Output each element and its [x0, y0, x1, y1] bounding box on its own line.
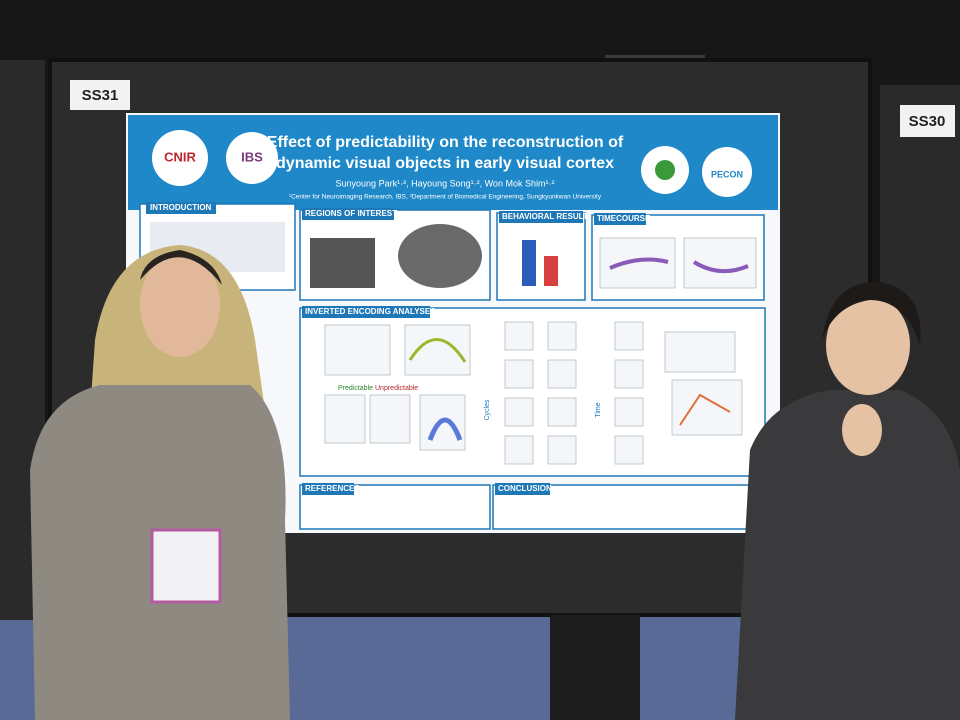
mini-plot: [504, 397, 534, 427]
face: [140, 253, 220, 357]
mini-plot: [504, 359, 534, 389]
section-heading: INVERTED ENCODING ANALYSES: [305, 307, 436, 316]
name-badge: [150, 528, 222, 604]
section-heading: CONCLUSION: [498, 484, 552, 493]
section-heading-bg: [302, 483, 354, 495]
sign-left: [70, 80, 130, 110]
section-heading: TIMECOURSE: [597, 214, 651, 223]
section-heading-bg: [499, 211, 583, 223]
section-heading: BEHAVIORAL RESULT: [502, 212, 588, 221]
mini-plot: [547, 321, 577, 351]
mini-plot: [547, 359, 577, 389]
plot-illustration: [599, 237, 676, 289]
mini-plot: [504, 435, 534, 465]
curve-illustration: [679, 393, 731, 426]
hair-top: [140, 250, 222, 285]
mini-plot: [614, 397, 644, 427]
mini-plot: [614, 321, 644, 351]
sign-left-text: SS31: [82, 87, 119, 104]
plot-illustration: [404, 324, 471, 376]
face: [826, 295, 910, 395]
section-box: [496, 212, 586, 301]
panel-label: Predictable: [338, 385, 373, 392]
logo-cnir: [152, 130, 208, 186]
logo-text: CNIR: [164, 149, 196, 164]
logo-ibs: [226, 132, 278, 184]
panel-label: Cycles: [484, 399, 491, 421]
coat: [735, 390, 960, 720]
person-right: [735, 281, 960, 720]
curve-illustration: [427, 417, 463, 441]
mini-plot: [547, 435, 577, 465]
sign-right: [900, 105, 955, 137]
curve-illustration: [408, 338, 467, 363]
plot-illustration: [369, 394, 411, 444]
plot-illustration: [324, 394, 366, 444]
section-heading-bg: [302, 208, 394, 220]
mini-plot: [614, 435, 644, 465]
section-heading: REFERENCES: [305, 484, 360, 493]
person-left: [30, 245, 290, 720]
brain-image: [398, 224, 482, 288]
passerby-legs: [550, 615, 640, 720]
logo-text: PECON: [711, 169, 743, 179]
panel-label: Time: [595, 402, 602, 417]
poster-title: dynamic visual objects in early visual c…: [276, 155, 614, 172]
mini-plot: [504, 321, 534, 351]
hair: [822, 281, 921, 345]
plot-illustration: [324, 324, 391, 376]
logo-skku-mark: [655, 160, 675, 180]
hand: [842, 404, 882, 456]
mini-plot: [547, 397, 577, 427]
section-heading: REGIONS OF INTEREST: [305, 209, 397, 218]
small-multiples: [504, 321, 644, 465]
poster-title: Effect of predictability on the reconstr…: [267, 134, 624, 151]
poster-authors: Sunyoung Park¹·², Hayoung Song¹·², Won M…: [336, 178, 555, 188]
section-heading-bg: [594, 213, 646, 225]
sign-right-text: SS30: [909, 113, 946, 130]
section-heading: INTRODUCTION: [150, 203, 212, 212]
logo-pecon: [702, 147, 752, 197]
bar-illustration: [522, 240, 536, 286]
mini-plot: [614, 359, 644, 389]
bar-illustration: [544, 256, 558, 286]
logo-text: IBS: [241, 149, 263, 164]
plot-illustration: [664, 331, 736, 373]
curve-illustration: [609, 257, 669, 270]
panel-label: Unpredictable: [375, 385, 418, 392]
section-heading-bg: [146, 202, 216, 214]
curve-illustration: [692, 260, 749, 274]
roi-image: [310, 238, 375, 288]
poster-affiliation: ¹Center for Neuroimaging Research, IBS, …: [289, 194, 602, 201]
plot-illustration: [671, 379, 743, 436]
section-heading-bg: [495, 483, 550, 495]
section-heading-bg: [302, 306, 430, 318]
